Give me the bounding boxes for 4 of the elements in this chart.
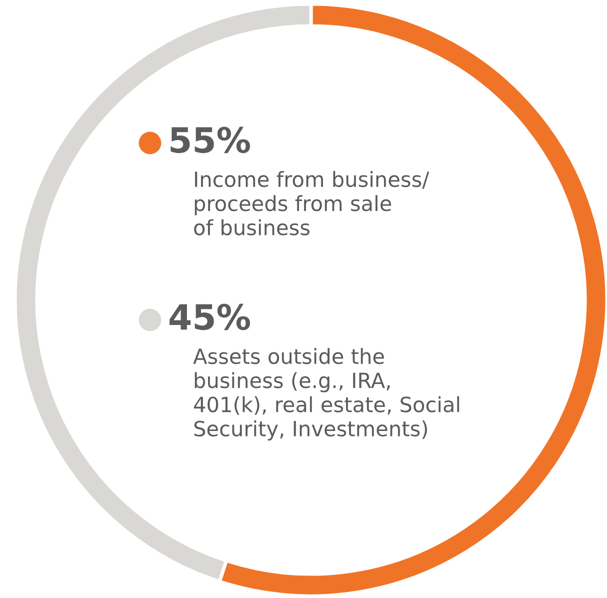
data-label: 55% xyxy=(170,126,250,154)
slice-label: Assets outside the business (e.g., IRA, 401(k), real estate, Social Security, Investments) xyxy=(193,348,460,441)
data-label: 45% xyxy=(170,304,250,330)
slice-label: Income from business/ proceeds from sale of business xyxy=(194,171,430,236)
